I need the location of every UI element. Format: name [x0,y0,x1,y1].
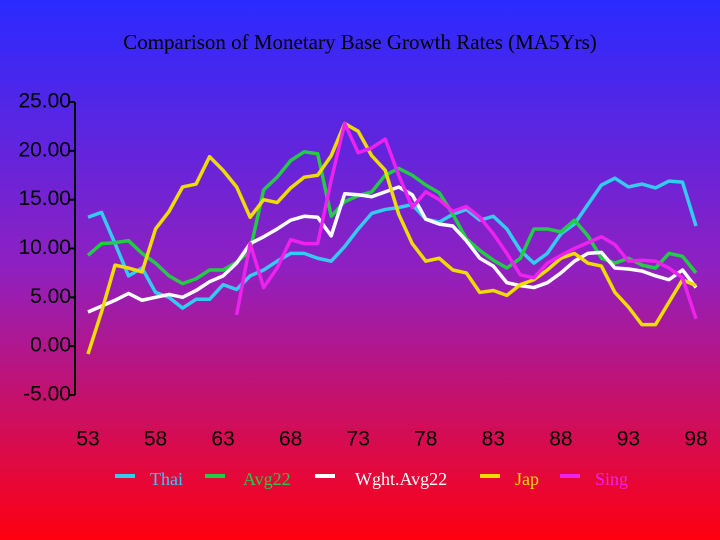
x-tick-label: 93 [617,428,640,451]
chart-title: Comparison of Monetary Base Growth Rates… [123,30,597,54]
x-tick-label: 78 [414,428,437,451]
legend-label: Thai [150,469,183,489]
x-tick-label: 53 [76,428,99,451]
x-tick-label: 98 [684,428,707,451]
x-tick-label: 63 [211,428,234,451]
y-tick-label: 20.00 [18,138,71,161]
x-tick-label: 83 [482,428,505,451]
y-tick-label: 10.00 [18,236,71,259]
y-tick-label: 15.00 [18,187,71,210]
x-tick-label: 88 [549,428,572,451]
x-tick-label: 73 [347,428,370,451]
legend-label: Wght.Avg22 [355,469,447,489]
x-tick-label: 68 [279,428,302,451]
y-tick-label: 5.00 [30,285,71,308]
y-tick-label: 25.00 [18,90,71,113]
series-line [87,176,698,310]
series-line [86,121,697,355]
legend-label: Sing [595,469,628,489]
series-line [234,121,698,320]
series-line [86,150,698,286]
legend-label: Avg22 [243,469,291,489]
legend-label: Jap [515,469,539,489]
y-tick-label: 0.00 [30,334,71,357]
y-tick-label: -5.00 [23,383,71,406]
x-tick-label: 58 [144,428,167,451]
